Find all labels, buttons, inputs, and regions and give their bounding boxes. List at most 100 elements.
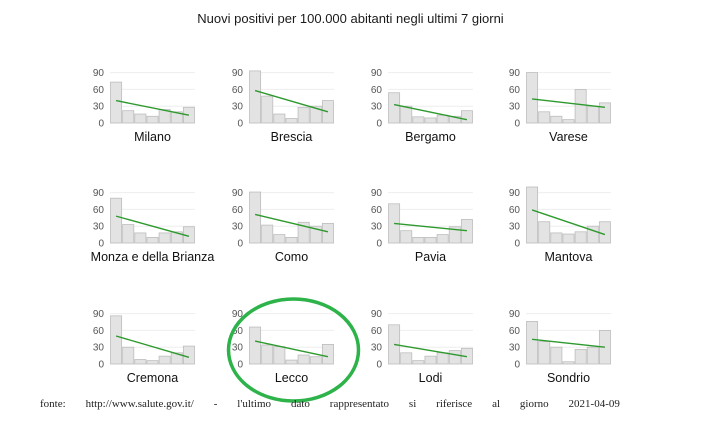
bar: [412, 360, 425, 365]
bar: [598, 102, 611, 124]
bar: [436, 352, 449, 365]
bar: [249, 70, 262, 124]
y-tick-label: 0: [98, 360, 104, 371]
bar: [460, 219, 473, 244]
panel-label: Como: [275, 250, 308, 264]
y-tick-label: 60: [509, 85, 521, 96]
panel-label: Lodi: [419, 371, 443, 385]
trend-line: [254, 213, 329, 233]
bar: [550, 346, 563, 365]
panel-label: Lecco: [275, 371, 308, 385]
highlight-ellipse: [226, 297, 361, 403]
bar: [550, 115, 563, 124]
trend-line: [115, 99, 190, 116]
trend-line: [115, 335, 190, 358]
y-tick-label: 60: [93, 85, 105, 96]
y-tick-label: 90: [509, 188, 521, 199]
footer-word: riferisce: [436, 398, 473, 410]
bar: [562, 361, 575, 365]
bar: [285, 118, 298, 124]
bar: [448, 226, 461, 244]
bar: [321, 100, 334, 124]
y-tick-label: 90: [232, 68, 244, 79]
footer-word: si: [408, 398, 417, 410]
y-tick-label: 60: [232, 326, 244, 337]
footer-word: -: [213, 398, 218, 410]
y-tick-label: 0: [376, 119, 382, 130]
panel-mantova: 0 30 60 90 Mantova: [509, 186, 611, 264]
bar: [321, 222, 334, 244]
bar: [122, 224, 135, 244]
bar: [249, 326, 262, 365]
y-tick-label: 90: [93, 68, 105, 79]
bar: [562, 119, 575, 124]
bar: [526, 321, 539, 365]
bar: [586, 346, 599, 365]
footer-word[interactable]: http://www.salute.gov.it/: [85, 398, 194, 410]
bar: [158, 355, 171, 365]
bar: [170, 352, 183, 365]
y-tick-label: 60: [93, 326, 105, 337]
bar: [574, 89, 587, 124]
y-tick-label: 90: [93, 309, 105, 320]
y-tick-label: 30: [93, 343, 105, 354]
y-tick-label: 90: [93, 188, 105, 199]
y-tick-label: 60: [509, 326, 521, 337]
panel-label: Brescia: [271, 130, 313, 144]
bar: [273, 346, 286, 365]
trend-line: [393, 343, 468, 358]
panel-sondrio: 0 30 60 90 Sondrio: [509, 309, 611, 385]
bar: [424, 236, 437, 244]
panel-monza-e-della-brianza: 0 30 60 90 Monza e della Brianza: [91, 188, 215, 264]
y-tick-label: 30: [232, 222, 244, 233]
y-tick-label: 0: [237, 119, 243, 130]
bar: [170, 231, 183, 244]
bar: [526, 72, 539, 124]
trend-line: [531, 338, 606, 348]
panel-label: Mantova: [545, 250, 593, 264]
y-tick-label: 30: [371, 222, 383, 233]
y-tick-label: 90: [371, 309, 383, 320]
trend-line: [393, 103, 468, 121]
y-tick-label: 60: [93, 205, 105, 216]
trend-line: [254, 89, 329, 113]
bar: [309, 225, 322, 244]
bar: [412, 236, 425, 244]
bar: [550, 232, 563, 244]
bar: [285, 236, 298, 244]
bar: [598, 221, 611, 244]
y-tick-label: 0: [237, 360, 243, 371]
bar: [158, 109, 171, 124]
trend-line: [394, 222, 467, 232]
footer-word: al: [492, 398, 501, 410]
bar: [146, 360, 159, 365]
y-tick-label: 60: [232, 205, 244, 216]
bar: [388, 92, 401, 124]
y-tick-label: 30: [509, 222, 521, 233]
bar: [460, 110, 473, 124]
bar: [574, 349, 587, 365]
y-tick-label: 0: [514, 239, 520, 250]
y-tick-label: 0: [376, 239, 382, 250]
bar: [424, 355, 437, 365]
bar: [436, 114, 449, 124]
y-tick-label: 30: [93, 102, 105, 113]
panel-label: Pavia: [415, 250, 446, 264]
bar: [273, 113, 286, 124]
bar: [110, 81, 123, 124]
panel-varese: 0 30 60 90 Varese: [509, 68, 611, 144]
bar: [146, 115, 159, 124]
bar: [261, 224, 274, 244]
y-tick-label: 60: [232, 85, 244, 96]
y-tick-label: 30: [232, 343, 244, 354]
panel-label: Varese: [549, 130, 588, 144]
panel-lecco: 0 30 60 90 Lecco: [232, 309, 334, 385]
panel-milano: 0 30 60 90 Milano: [93, 68, 195, 144]
panel-brescia: 0 30 60 90 Brescia: [232, 68, 334, 144]
bar: [309, 105, 322, 124]
y-tick-label: 60: [371, 205, 383, 216]
bar: [110, 315, 123, 365]
y-tick-label: 0: [376, 360, 382, 371]
y-tick-label: 0: [98, 119, 104, 130]
y-tick-label: 90: [371, 68, 383, 79]
